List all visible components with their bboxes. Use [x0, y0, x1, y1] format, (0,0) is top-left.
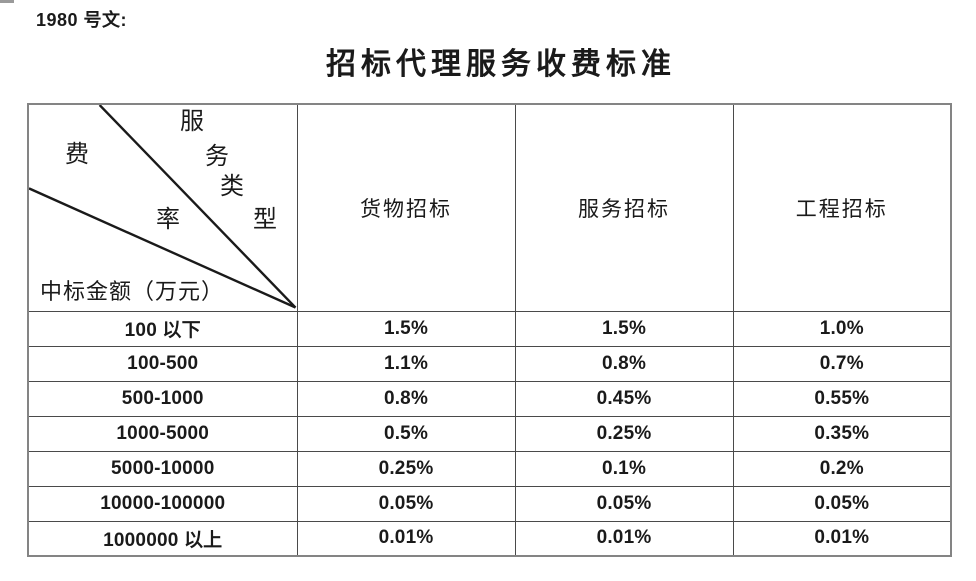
corner-amount-label: 中标金额（万元）	[40, 279, 225, 304]
amount-range-cell: 100 以下	[27, 310, 298, 347]
goods-rate-cell: 0.5%	[296, 415, 516, 452]
works-rate-cell: 0.35%	[732, 415, 952, 452]
amount-range-cell: 1000-5000	[27, 415, 298, 452]
goods-rate-cell: 1.1%	[296, 345, 516, 382]
table-header-row: 费 率 服 务 类 型 中标金额（万元） 货物招标 服务招标 工程招标	[27, 103, 952, 312]
corner-fee-char: 费	[65, 142, 89, 168]
corner-service-char-2: 务	[205, 144, 229, 170]
table-row: 100 以下 1.5% 1.5% 1.0%	[27, 310, 952, 347]
column-header-goods: 货物招标	[296, 103, 516, 312]
goods-rate-cell: 0.05%	[296, 485, 516, 522]
amount-range-cell: 10000-100000	[27, 485, 298, 522]
table-row: 1000000 以上 0.01% 0.01% 0.01%	[27, 520, 952, 557]
column-header-services: 服务招标	[514, 103, 734, 312]
table-row: 5000-10000 0.25% 0.1% 0.2%	[27, 450, 952, 487]
scan-edge-artifact	[0, 0, 14, 3]
table-row: 100-500 1.1% 0.8% 0.7%	[27, 345, 952, 382]
table-row: 500-1000 0.8% 0.45% 0.55%	[27, 380, 952, 417]
works-rate-cell: 0.05%	[732, 485, 952, 522]
works-rate-cell: 1.0%	[732, 310, 952, 347]
table-row: 10000-100000 0.05% 0.05% 0.05%	[27, 485, 952, 522]
works-rate-cell: 0.2%	[732, 450, 952, 487]
services-rate-cell: 0.25%	[514, 415, 734, 452]
services-rate-cell: 0.01%	[514, 520, 734, 557]
page-title: 招标代理服务收费标准	[326, 48, 676, 81]
goods-rate-cell: 0.01%	[296, 520, 516, 557]
amount-range-cell: 500-1000	[27, 380, 298, 417]
services-rate-cell: 0.8%	[514, 345, 734, 382]
works-rate-cell: 0.55%	[732, 380, 952, 417]
services-rate-cell: 0.05%	[514, 485, 734, 522]
works-rate-cell: 0.7%	[732, 345, 952, 382]
corner-service-char-1: 服	[180, 109, 204, 135]
amount-range-cell: 5000-10000	[27, 450, 298, 487]
goods-rate-cell: 0.8%	[296, 380, 516, 417]
diagonal-divider-lines	[29, 105, 297, 309]
corner-service-char-4: 型	[253, 207, 277, 233]
table-corner-cell: 费 率 服 务 类 型 中标金额（万元）	[27, 103, 298, 312]
services-rate-cell: 0.45%	[514, 380, 734, 417]
goods-rate-cell: 0.25%	[296, 450, 516, 487]
services-rate-cell: 0.1%	[514, 450, 734, 487]
table-row: 1000-5000 0.5% 0.25% 0.35%	[27, 415, 952, 452]
corner-rate-char: 率	[156, 207, 180, 233]
column-header-works: 工程招标	[732, 103, 952, 312]
doc-reference: 1980 号文:	[36, 10, 128, 30]
services-rate-cell: 1.5%	[514, 310, 734, 347]
fee-standard-table: 费 率 服 务 类 型 中标金额（万元） 货物招标 服务招标 工程招标 100 …	[27, 103, 952, 557]
amount-range-cell: 100-500	[27, 345, 298, 382]
corner-service-char-3: 类	[220, 174, 244, 200]
goods-rate-cell: 1.5%	[296, 310, 516, 347]
works-rate-cell: 0.01%	[732, 520, 952, 557]
amount-range-cell: 1000000 以上	[27, 520, 298, 557]
